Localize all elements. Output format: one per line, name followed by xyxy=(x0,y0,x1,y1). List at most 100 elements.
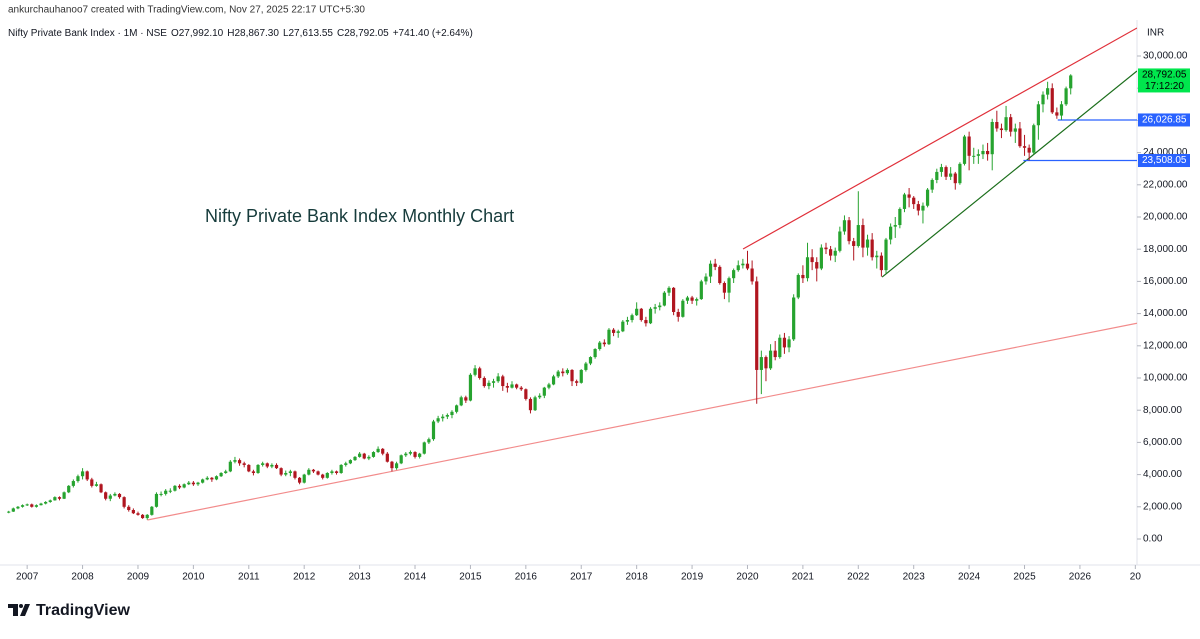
candle-body xyxy=(53,497,57,501)
candle-body xyxy=(431,421,436,440)
x-tick-label: 2018 xyxy=(626,572,649,583)
candle-body xyxy=(30,504,34,507)
x-tick-label: 2021 xyxy=(792,572,815,583)
candle-body xyxy=(293,471,297,478)
candle-body xyxy=(722,283,727,293)
candle-body xyxy=(962,136,967,164)
x-tick-label: 2017 xyxy=(570,572,593,583)
candle-body xyxy=(1059,104,1064,116)
candle-body xyxy=(214,476,219,480)
candle-body xyxy=(1069,75,1073,89)
ohlc-close: C28,792.05 xyxy=(337,28,389,39)
candle-body xyxy=(284,472,288,475)
plot-area xyxy=(7,27,1137,521)
candle-body xyxy=(579,369,583,383)
x-tick-label: 2015 xyxy=(459,572,482,583)
y-tick-label: 20,000.00 xyxy=(1143,212,1188,223)
candle-body xyxy=(842,220,847,232)
x-tick-label: 2012 xyxy=(293,572,316,583)
x-tick-label: 2011 xyxy=(238,572,260,583)
candle-body xyxy=(247,464,251,472)
candle-body xyxy=(85,471,89,480)
candle-body xyxy=(764,357,768,369)
price-label-box xyxy=(1138,154,1190,168)
candle-body xyxy=(251,471,256,473)
candle-body xyxy=(792,297,796,340)
candle-body xyxy=(265,463,269,467)
candle-body xyxy=(182,484,186,488)
candle-body xyxy=(90,479,94,486)
candle-body xyxy=(796,274,800,298)
y-tick-label: 30,000.00 xyxy=(1143,51,1188,62)
candle-body xyxy=(732,270,736,279)
ohlc-low: L27,613.55 xyxy=(283,28,333,39)
x-tick-label: 2009 xyxy=(127,572,150,583)
candle-body xyxy=(339,464,343,473)
y-tick-label: 14,000.00 xyxy=(1143,308,1188,319)
candle-body xyxy=(787,339,791,348)
candle-body xyxy=(459,397,463,406)
candle-body xyxy=(302,474,306,483)
candle-body xyxy=(976,154,980,156)
candle-body xyxy=(593,349,597,358)
candle-body xyxy=(367,456,371,459)
candle-body xyxy=(699,281,703,300)
candle-body xyxy=(778,337,782,358)
trend-line xyxy=(147,322,1137,521)
candle-body xyxy=(1018,128,1022,147)
y-tick-label: 24,000.00 xyxy=(1143,147,1188,158)
candle-body xyxy=(930,179,934,190)
candle-body xyxy=(297,477,302,483)
x-tick-label: 2013 xyxy=(348,572,371,583)
candle-body xyxy=(288,471,292,473)
candle-body xyxy=(972,155,976,157)
candle-body xyxy=(681,300,685,317)
candle-body xyxy=(1046,88,1050,95)
candle-body xyxy=(122,497,126,507)
logo-icon xyxy=(8,604,30,616)
candle-body xyxy=(1064,88,1068,105)
candle-body xyxy=(718,266,722,284)
candle-body xyxy=(164,490,168,494)
candle-body xyxy=(833,250,837,256)
candle-body xyxy=(995,122,999,129)
candle-body xyxy=(898,208,902,226)
candle-body xyxy=(44,501,48,504)
candle-body xyxy=(542,387,546,396)
candle-body xyxy=(205,477,209,480)
candle-body xyxy=(690,297,694,301)
candle-body xyxy=(427,439,431,443)
candle-body xyxy=(815,262,819,269)
candle-body xyxy=(958,163,962,184)
candle-body xyxy=(127,506,131,511)
candle-body xyxy=(441,416,445,419)
x-tick-label: 2020 xyxy=(736,572,759,583)
candle-body xyxy=(348,460,352,464)
candle-body xyxy=(334,471,339,473)
candle-body xyxy=(487,382,491,387)
candle-body xyxy=(117,493,122,498)
candle-body xyxy=(316,471,320,475)
candle-body xyxy=(625,320,630,322)
candle-body xyxy=(741,263,745,266)
price-label: 28,792.05 xyxy=(1142,70,1187,81)
candle-body xyxy=(852,241,856,246)
y-tick-label: 0.00 xyxy=(1143,534,1163,545)
candle-body xyxy=(658,305,662,308)
y-tick-label: 10,000.00 xyxy=(1143,373,1188,384)
candle-body xyxy=(953,173,957,184)
candle-body xyxy=(362,453,366,459)
candle-body xyxy=(25,504,29,506)
candle-body xyxy=(159,493,163,495)
candle-body xyxy=(418,453,422,457)
candle-body xyxy=(921,205,925,211)
candle-body xyxy=(173,485,177,491)
candle-body xyxy=(80,471,85,477)
candle-body xyxy=(967,136,971,156)
candle-body xyxy=(136,513,140,515)
candle-body xyxy=(570,369,574,382)
candle-body xyxy=(667,287,671,293)
candle-body xyxy=(639,308,643,321)
candle-body xyxy=(482,377,486,387)
